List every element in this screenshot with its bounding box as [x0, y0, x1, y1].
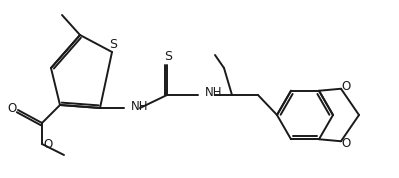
Text: NH: NH	[131, 100, 148, 112]
Text: S: S	[109, 38, 117, 51]
Text: NH: NH	[205, 87, 223, 100]
Text: O: O	[342, 80, 351, 93]
Text: S: S	[164, 51, 172, 64]
Text: O: O	[43, 138, 53, 151]
Text: O: O	[342, 137, 351, 150]
Text: O: O	[7, 103, 17, 116]
